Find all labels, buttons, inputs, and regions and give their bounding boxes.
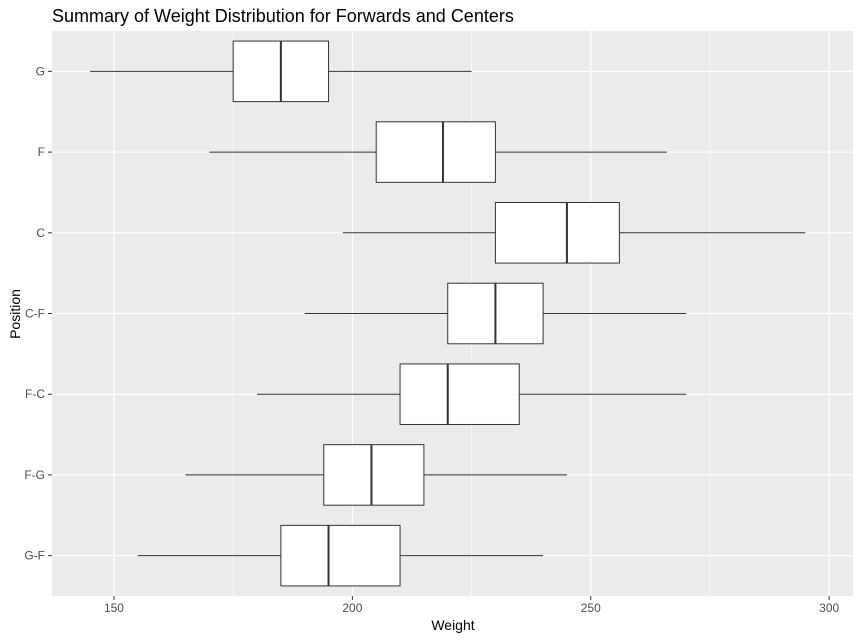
y-tick-label: C xyxy=(36,226,45,240)
y-axis-label: Position xyxy=(7,289,23,339)
x-tick-label: 200 xyxy=(342,601,362,615)
box-iqr xyxy=(280,524,401,587)
box-f xyxy=(209,121,668,183)
y-axis-ticks: G F C C-F F-C F-G G-F xyxy=(24,64,52,563)
box-iqr xyxy=(399,363,520,425)
y-tick-label: F xyxy=(38,145,45,159)
box-c-f xyxy=(304,282,687,345)
y-tick-label: G xyxy=(36,64,45,78)
box-g-f xyxy=(137,524,544,587)
x-tick-label: 300 xyxy=(819,601,839,615)
y-tick-label: G-F xyxy=(24,549,45,563)
box-iqr xyxy=(323,444,425,506)
x-tick-label: 250 xyxy=(581,601,601,615)
y-tick-label: F-G xyxy=(24,468,45,482)
x-axis-label: Weight xyxy=(431,617,474,633)
box-g xyxy=(90,40,472,103)
y-tick-label: C-F xyxy=(25,307,45,321)
x-axis-ticks: 150 200 250 300 xyxy=(104,596,839,615)
box-series xyxy=(90,40,806,587)
box-c xyxy=(342,202,806,264)
box-iqr xyxy=(375,121,496,183)
box-f-c xyxy=(257,363,687,425)
x-tick-label: 150 xyxy=(104,601,124,615)
y-tick-label: F-C xyxy=(25,387,45,401)
chart-title: Summary of Weight Distribution for Forwa… xyxy=(52,6,514,26)
box-f-g xyxy=(185,444,567,506)
box-iqr xyxy=(494,202,620,264)
